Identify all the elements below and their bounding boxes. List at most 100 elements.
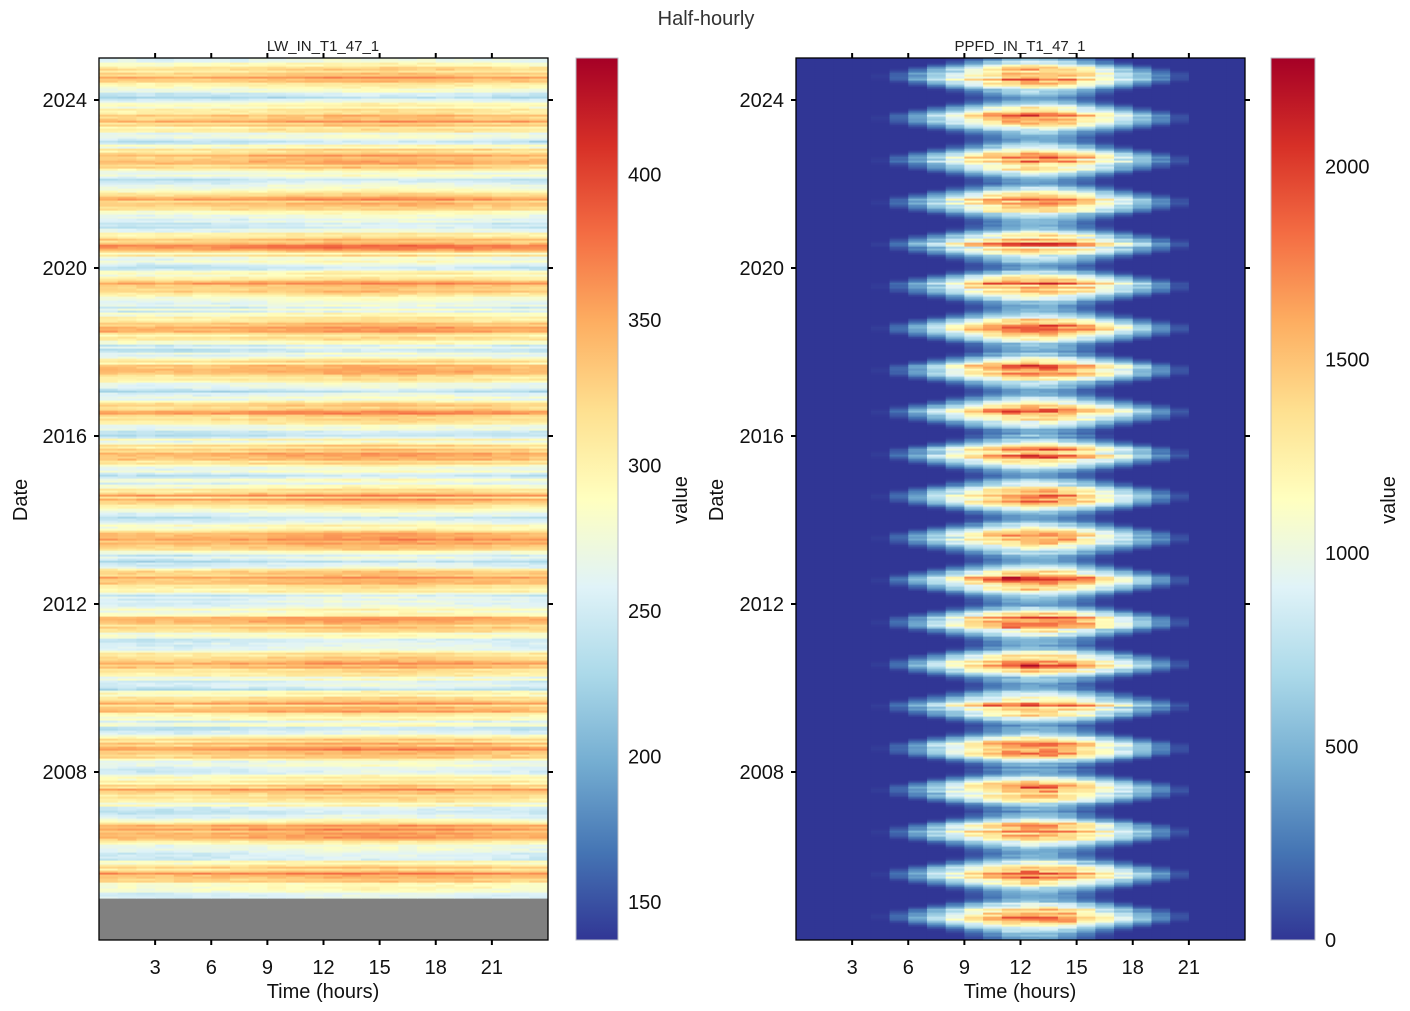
lw-heatmap-cell (211, 698, 231, 701)
lw-heatmap-cell (510, 794, 530, 797)
lw-heatmap-cell (229, 614, 250, 617)
lw-heatmap-cell (117, 750, 138, 753)
lw-heatmap-cell (267, 824, 287, 827)
lw-heatmap-cell (304, 648, 325, 651)
lw-heatmap-cell (417, 776, 437, 779)
lw-heatmap-cell (304, 602, 325, 605)
lw-heatmap-cell (510, 660, 530, 663)
lw-heatmap-cell (304, 722, 325, 725)
lw-heatmap-cell (342, 608, 362, 611)
lw-heatmap-cell (417, 778, 437, 781)
lw-heatmap-cell (267, 648, 287, 651)
lw-heatmap-cell (417, 560, 437, 563)
lw-heatmap-cell (435, 606, 456, 609)
lw-heatmap-cell (435, 724, 456, 727)
lw-heatmap-cell (360, 544, 381, 547)
lw-heatmap-cell (323, 800, 343, 803)
lw-heatmap-cell (454, 586, 474, 589)
lw-heatmap-cell (454, 674, 474, 677)
lw-heatmap-cell (435, 698, 456, 701)
lw-heatmap-cell (248, 536, 268, 539)
lw-heatmap-cell (173, 590, 194, 593)
lw-heatmap-cell (360, 626, 381, 629)
lw-heatmap-cell (155, 686, 175, 689)
lw-heatmap-cell (491, 580, 512, 583)
lw-heatmap-cell (173, 716, 194, 719)
lw-heatmap-cell (136, 602, 156, 605)
lw-heatmap-cell (360, 776, 381, 779)
lw-heatmap-cell (473, 766, 493, 769)
lw-heatmap-cell (342, 516, 362, 519)
lw-heatmap-cell (435, 550, 456, 553)
lw-heatmap-cell (323, 778, 343, 781)
lw-heatmap-cell (117, 544, 138, 547)
lw-heatmap-cell (473, 838, 493, 841)
lw-heatmap-cell (229, 894, 250, 897)
lw-heatmap-cell (510, 676, 530, 679)
lw-heatmap-cell (136, 678, 156, 681)
lw-heatmap-cell (211, 522, 231, 525)
lw-heatmap-cell (342, 838, 362, 841)
lw-heatmap-cell (510, 562, 530, 565)
lw-heatmap-cell (417, 834, 437, 837)
lw-heatmap-cell (155, 530, 175, 533)
lw-heatmap-cell (398, 678, 418, 681)
lw-heatmap-cell (304, 620, 325, 623)
lw-heatmap-cell (211, 812, 231, 815)
lw-heatmap-cell (99, 484, 119, 487)
lw-heatmap-cell (211, 628, 231, 631)
lw-heatmap-cell (99, 766, 119, 769)
lw-heatmap-cell (304, 786, 325, 789)
lw-heatmap-cell (99, 834, 119, 837)
lw-heatmap-cell (211, 642, 231, 645)
lw-heatmap-cell (304, 824, 325, 827)
lw-heatmap-cell (229, 824, 250, 827)
lw-heatmap-cell (155, 666, 175, 669)
lw-heatmap-cell (286, 604, 306, 607)
lw-heatmap-cell (155, 708, 175, 711)
lw-heatmap-cell (99, 844, 119, 847)
lw-heatmap-cell (304, 854, 325, 857)
lw-heatmap-cell (379, 780, 399, 783)
lw-heatmap-cell (304, 830, 325, 833)
lw-heatmap-cell (286, 610, 306, 613)
lw-heatmap-cell (192, 892, 212, 895)
lw-heatmap-cell (510, 520, 530, 523)
lw-heatmap-cell (229, 864, 250, 867)
lw-heatmap-cell (211, 518, 231, 521)
lw-heatmap-cell (491, 714, 512, 717)
lw-heatmap-cell (510, 686, 530, 689)
lw-heatmap-cell (529, 712, 548, 715)
lw-heatmap-cell (360, 822, 381, 825)
lw-heatmap-cell (304, 876, 325, 879)
lw-heatmap-cell (192, 600, 212, 603)
lw-heatmap-cell (267, 526, 287, 529)
lw-heatmap-cell (510, 568, 530, 571)
lw-heatmap-cell (117, 656, 138, 659)
lw-heatmap-cell (454, 896, 474, 899)
lw-heatmap-cell (435, 572, 456, 575)
lw-heatmap-cell (117, 878, 138, 881)
lw-heatmap-cell (192, 820, 212, 823)
lw-heatmap-cell (398, 776, 418, 779)
lw-heatmap-cell (473, 784, 493, 787)
lw-heatmap-cell (99, 500, 119, 503)
lw-heatmap-cell (510, 852, 530, 855)
lw-heatmap-cell (435, 578, 456, 581)
lw-heatmap-cell (323, 818, 343, 821)
lw-heatmap-cell (173, 816, 194, 819)
lw-heatmap-cell (229, 602, 250, 605)
lw-heatmap-cell (155, 714, 175, 717)
lw-heatmap-cell (173, 666, 194, 669)
lw-heatmap-cell (417, 884, 437, 887)
lw-heatmap-cell (192, 668, 212, 671)
lw-heatmap-cell (286, 876, 306, 879)
lw-heatmap-cell (248, 506, 268, 509)
lw-heatmap-cell (342, 504, 362, 507)
lw-heatmap-cell (417, 850, 437, 853)
lw-heatmap-cell (323, 526, 343, 529)
lw-heatmap-cell (286, 620, 306, 623)
lw-heatmap-cell (211, 654, 231, 657)
lw-heatmap-cell (360, 816, 381, 819)
lw-heatmap-cell (192, 734, 212, 737)
